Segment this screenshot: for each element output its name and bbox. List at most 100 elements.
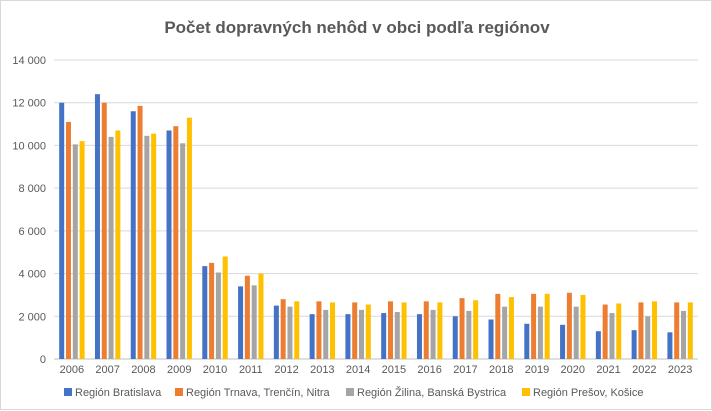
y-tick-label: 2 000 xyxy=(18,311,46,323)
bar xyxy=(287,306,293,359)
bar xyxy=(674,302,680,359)
bar xyxy=(215,272,221,359)
bar xyxy=(631,330,637,359)
bar xyxy=(459,298,465,359)
bar xyxy=(544,293,550,359)
bar xyxy=(244,275,250,359)
bar xyxy=(330,302,336,359)
bar xyxy=(59,102,65,359)
bar xyxy=(423,301,429,359)
bar xyxy=(473,300,479,359)
bar xyxy=(209,262,215,359)
bar xyxy=(488,319,494,359)
legend-swatch xyxy=(64,388,72,396)
bar xyxy=(238,286,244,359)
bar xyxy=(537,306,543,359)
bar xyxy=(294,301,300,359)
bar xyxy=(466,310,472,359)
bar xyxy=(616,303,622,359)
bar xyxy=(687,302,693,359)
bar xyxy=(652,301,658,359)
bar xyxy=(79,141,85,359)
x-tick-label: 2009 xyxy=(167,364,191,376)
x-tick-label: 2023 xyxy=(668,364,692,376)
x-tick-label: 2021 xyxy=(596,364,620,376)
bar xyxy=(258,273,264,359)
bar xyxy=(222,256,228,359)
bar xyxy=(573,306,579,359)
y-tick-label: 14 000 xyxy=(12,55,46,67)
bar xyxy=(381,313,387,359)
bars xyxy=(59,94,693,360)
y-tick-label: 6 000 xyxy=(18,226,46,238)
bar xyxy=(202,266,208,359)
bar xyxy=(137,105,143,360)
chart-title: Počet dopravných nehôd v obci podľa regi… xyxy=(164,18,550,37)
legend-label: Región Žilina, Banská Bystrica xyxy=(357,386,507,399)
legend-label: Región Trnava, Trenčín, Nitra xyxy=(186,387,331,399)
bar xyxy=(524,323,530,359)
bar xyxy=(531,293,537,359)
bar xyxy=(560,324,566,359)
bar xyxy=(166,130,172,359)
bar xyxy=(101,102,107,359)
y-axis-tick-labels: 0 2 000 4 000 6 000 8 000 10 000 12 000 14 000 xyxy=(12,55,46,366)
y-tick-label: 4 000 xyxy=(18,269,46,281)
bar xyxy=(580,294,586,359)
bar xyxy=(437,302,443,359)
bar xyxy=(151,133,157,359)
x-tick-label: 2011 xyxy=(239,364,263,376)
bar xyxy=(108,136,114,359)
legend-swatch xyxy=(175,388,183,396)
bar xyxy=(273,305,279,359)
bar xyxy=(72,144,78,359)
x-tick-label: 2020 xyxy=(561,364,585,376)
bar xyxy=(394,312,400,359)
bar xyxy=(416,314,422,359)
legend-label: Región Bratislava xyxy=(75,387,162,399)
y-tick-label: 12 000 xyxy=(12,98,46,110)
bar xyxy=(251,285,257,359)
bar xyxy=(180,143,186,359)
x-tick-label: 2015 xyxy=(382,364,406,376)
bar xyxy=(638,302,644,359)
bar xyxy=(316,301,322,359)
x-tick-label: 2010 xyxy=(203,364,227,376)
bar xyxy=(65,121,71,359)
x-tick-label: 2014 xyxy=(346,364,370,376)
bar xyxy=(602,304,608,359)
bar xyxy=(495,293,501,359)
x-tick-label: 2007 xyxy=(95,364,119,376)
bar xyxy=(645,316,651,359)
y-tick-label: 0 xyxy=(40,354,46,366)
bar xyxy=(452,316,458,359)
bar xyxy=(387,301,393,359)
x-axis-tick-labels: 2006 2007 2008 2009 2010 2011 2012 2013 2014 2015… xyxy=(60,364,693,376)
bar xyxy=(280,299,286,359)
x-tick-label: 2006 xyxy=(60,364,84,376)
bar xyxy=(144,135,150,359)
bar xyxy=(595,331,601,359)
bar xyxy=(130,111,136,359)
legend: Región Bratislava Región Trnava, Trenčín,… xyxy=(64,386,643,399)
gridlines xyxy=(54,59,698,360)
x-tick-label: 2022 xyxy=(632,364,656,376)
x-tick-label: 2017 xyxy=(453,364,477,376)
x-tick-label: 2012 xyxy=(274,364,298,376)
bar xyxy=(309,314,315,359)
x-tick-label: 2016 xyxy=(417,364,441,376)
legend-swatch xyxy=(522,388,530,396)
legend-label: Región Prešov, Košice xyxy=(533,387,643,399)
x-tick-label: 2008 xyxy=(131,364,155,376)
bar xyxy=(430,309,436,359)
bar xyxy=(401,302,407,359)
bar xyxy=(359,309,365,359)
y-tick-label: 8 000 xyxy=(18,183,46,195)
legend-swatch xyxy=(346,388,354,396)
bar xyxy=(667,332,673,359)
bar xyxy=(345,314,351,359)
bar xyxy=(365,304,371,359)
y-tick-label: 10 000 xyxy=(12,140,46,152)
